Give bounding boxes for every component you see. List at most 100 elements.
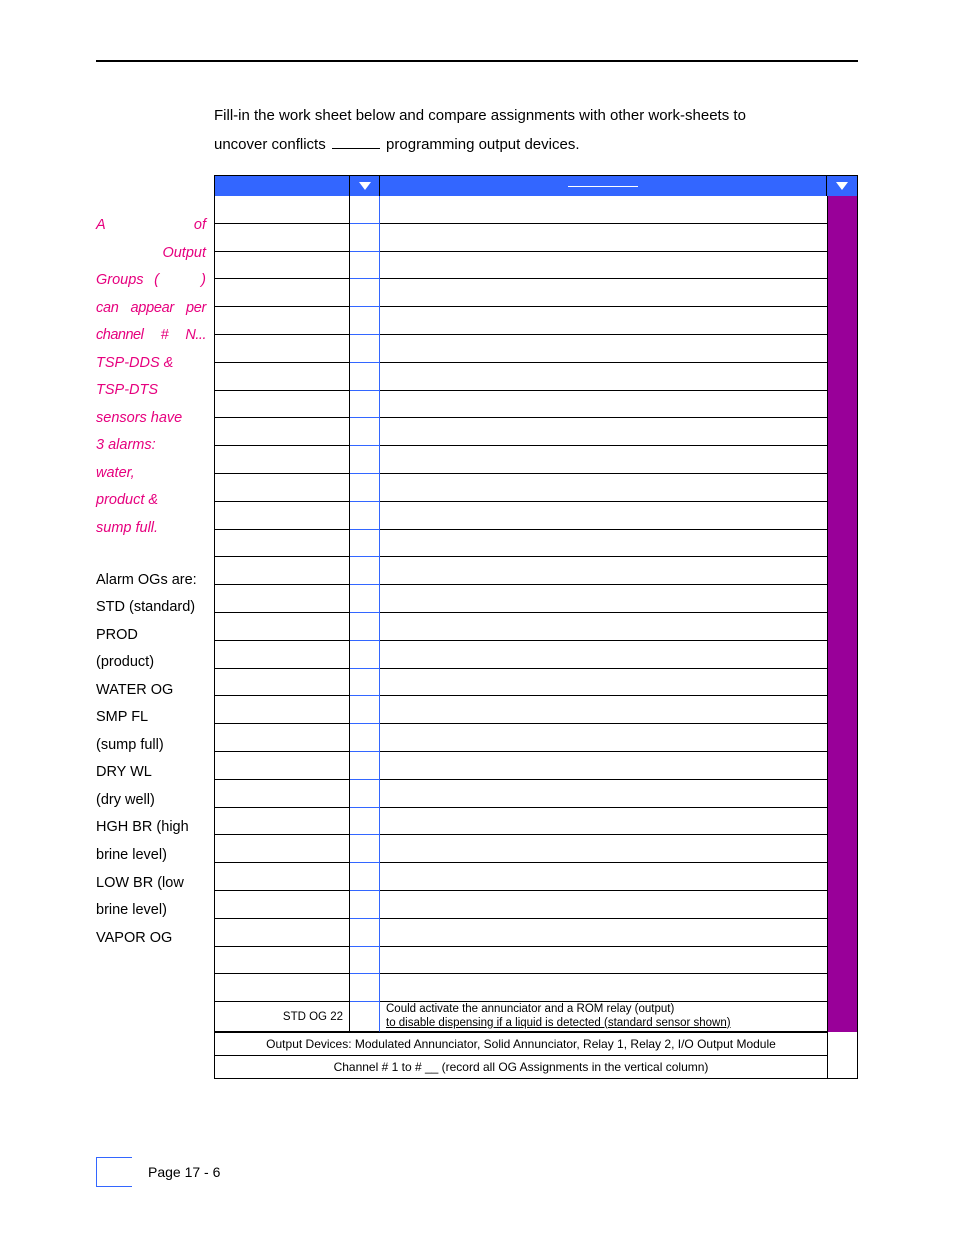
note-text: Groups ( [96,272,159,288]
table-row [215,974,827,1002]
row-narrow-cell [350,835,380,863]
row-narrow-cell [350,418,380,446]
note-text: Output [96,240,206,268]
row-narrow-cell [350,224,380,252]
table-row [215,891,827,919]
row-label-cell [215,919,350,947]
row-wide-cell [380,474,827,502]
row-wide-cell [380,724,827,752]
header-col-vstrip [827,176,857,196]
row-label-cell [215,252,350,280]
row-narrow-cell [350,252,380,280]
table-row [215,224,827,252]
note-text: can appear per [96,295,206,323]
def-line: brine level) [96,842,206,870]
header-col-wide [380,176,827,196]
row-wide-cell [380,307,827,335]
note-text: sump full. [96,515,206,543]
row-narrow-cell [350,279,380,307]
def-line: DRY WL [96,759,206,787]
row-wide-cell [380,391,827,419]
row-label-cell [215,391,350,419]
chevron-down-icon [836,182,848,190]
row-narrow-cell [350,557,380,585]
row-label-cell [215,669,350,697]
table-header-row [215,176,857,196]
row-wide-cell [380,863,827,891]
table-row [215,724,827,752]
row-narrow-cell [350,585,380,613]
def-line: Alarm OGs are: [96,567,206,595]
page-number: Page 17 - 6 [148,1164,220,1180]
table-row [215,808,827,836]
note-text: water, [96,460,206,488]
note-text: A [96,217,106,233]
row-narrow-cell [350,724,380,752]
row-wide-cell [380,696,827,724]
row-label-cell [215,557,350,585]
row-narrow-cell [350,863,380,891]
sidebar: A of Output Groups ( ) can appear per ch… [96,102,206,1079]
row-label-cell [215,224,350,252]
row-wide-cell [380,418,827,446]
table-row [215,585,827,613]
row-label-cell [215,891,350,919]
row-wide-cell [380,446,827,474]
table-footer-left: Output Devices: Modulated Annunciator, S… [215,1032,827,1078]
note-text: TSP-DTS [96,377,206,405]
page-footer: Page 17 - 6 [96,1157,220,1187]
row-label-cell [215,696,350,724]
row-label-cell [215,752,350,780]
table-row [215,919,827,947]
row-narrow-cell [350,947,380,975]
row-label-cell [215,641,350,669]
row-narrow-cell [350,891,380,919]
content-columns: A of Output Groups ( ) can appear per ch… [96,102,858,1079]
table-row [215,530,827,558]
footer-vertical-cell [827,1032,857,1078]
note-text: 3 alarms: [96,432,206,460]
note-text: ) [201,272,206,288]
row-narrow-cell [350,474,380,502]
row-narrow-cell [350,335,380,363]
footer-devices-row: Output Devices: Modulated Annunciator, S… [215,1032,827,1055]
row-label-cell [215,974,350,1002]
row-wide-cell [380,947,827,975]
row-wide-cell [380,224,827,252]
row-narrow-cell [350,613,380,641]
row-narrow-cell [350,696,380,724]
table-row [215,863,827,891]
row-label-cell [215,446,350,474]
header-col-narrow [350,176,380,196]
def-line: HGH BR (high [96,814,206,842]
row-narrow-cell [350,669,380,697]
row-label-cell [215,474,350,502]
row-narrow-cell [350,641,380,669]
table-row [215,418,827,446]
row-label-cell [215,835,350,863]
page: A of Output Groups ( ) can appear per ch… [0,0,954,1235]
row-narrow-cell [350,919,380,947]
pink-margin-note: A of Output Groups ( ) can appear per ch… [96,212,206,543]
row-wide-cell [380,252,827,280]
row-label-cell [215,418,350,446]
header-col-label [215,176,350,196]
row-label-cell [215,530,350,558]
row-narrow-cell [350,446,380,474]
worksheet-table: STD OG 22Could activate the annunciator … [214,175,858,1079]
intro-blank [332,148,380,149]
table-row [215,947,827,975]
intro-line2b: programming output devices. [382,136,580,153]
table-body: STD OG 22Could activate the annunciator … [215,196,857,1032]
row-label-cell [215,947,350,975]
row-narrow-cell [350,808,380,836]
row-label-cell [215,196,350,224]
row-wide-cell [380,557,827,585]
def-line: LOW BR (low [96,870,206,898]
table-row [215,613,827,641]
note-text: TSP-DDS & [96,350,206,378]
row-narrow-cell [350,974,380,1002]
table-row [215,474,827,502]
row-wide-cell [380,669,827,697]
row-wide-cell [380,279,827,307]
